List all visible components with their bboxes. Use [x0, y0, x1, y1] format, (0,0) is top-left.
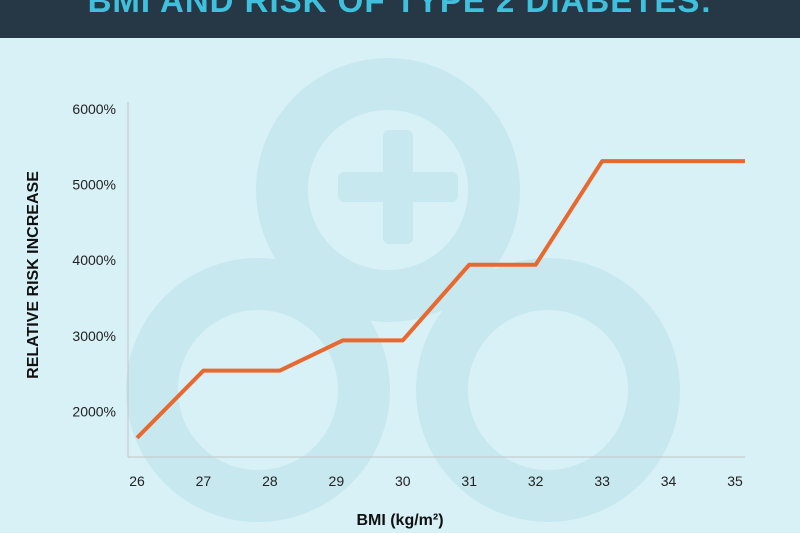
- chart-title: BMI AND RISK OF TYPE 2 DIABETES:: [87, 0, 713, 19]
- y-axis-title: RELATIVE RISK INCREASE: [25, 171, 42, 379]
- y-tick-label: 5000%: [72, 177, 116, 193]
- x-tick-label: 26: [129, 473, 145, 489]
- x-tick-label: 31: [461, 473, 477, 489]
- risk-series-line: [135, 159, 745, 440]
- title-bar: BMI AND RISK OF TYPE 2 DIABETES:: [0, 0, 800, 38]
- x-tick-label: 28: [262, 473, 278, 489]
- x-tick-label: 27: [196, 473, 212, 489]
- y-tick-label: 6000%: [72, 101, 116, 117]
- x-tick-label: 32: [528, 473, 544, 489]
- x-tick-label: 33: [594, 473, 610, 489]
- x-axis-title: BMI (kg/m²): [356, 512, 443, 529]
- y-tick-label: 3000%: [72, 328, 116, 344]
- y-tick-label: 2000%: [72, 403, 116, 419]
- x-tick-label: 30: [395, 473, 411, 489]
- medical-cross-watermark-icon: [126, 58, 680, 522]
- x-tick-label: 35: [727, 473, 743, 489]
- x-tick-label: 34: [661, 473, 677, 489]
- y-tick-label: 4000%: [72, 252, 116, 268]
- x-tick-label: 29: [329, 473, 345, 489]
